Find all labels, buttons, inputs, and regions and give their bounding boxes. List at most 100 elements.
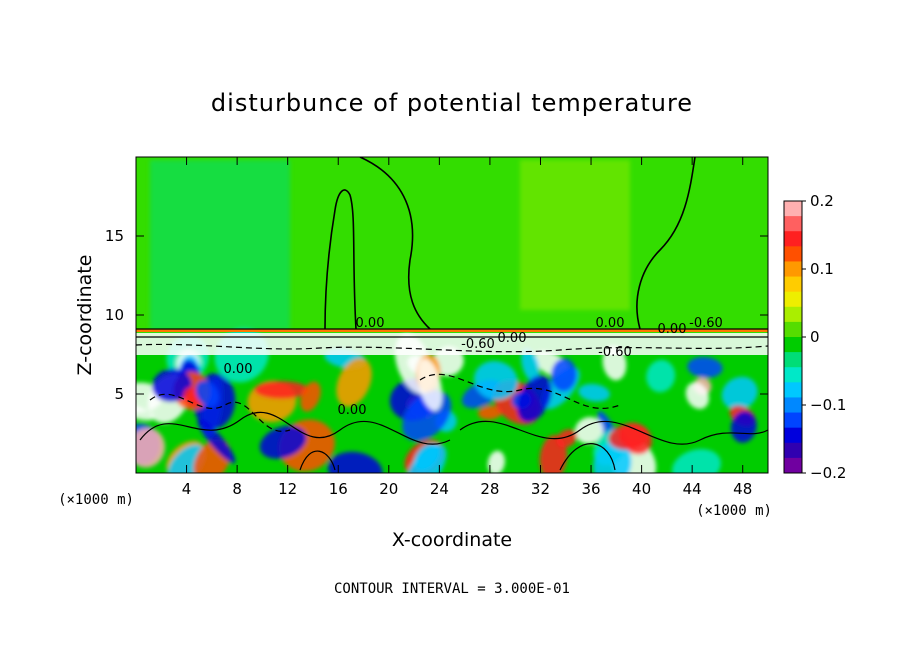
turbulent-blob <box>417 358 443 411</box>
turbulent-blob <box>473 360 518 400</box>
turbulent-blob <box>550 358 577 392</box>
turbulent-blob <box>152 368 192 403</box>
x-tick-label: 24 <box>430 480 449 498</box>
x-tick-label: 4 <box>182 480 192 498</box>
contour-line-solid-7 <box>559 443 616 471</box>
upper-layer-cyan-patch <box>150 160 290 330</box>
contour-line-solid-6 <box>299 450 336 471</box>
contour-line-dashed-1 <box>136 343 768 353</box>
contour-line-solid-5 <box>459 420 768 445</box>
turbulent-blob <box>685 382 709 410</box>
turbulent-blob <box>167 444 206 473</box>
y-tick-label: 5 <box>114 385 124 403</box>
contour-line-dashed-3 <box>419 373 621 410</box>
z-axis-unit-label: (×1000 m) <box>696 503 772 519</box>
contour-line-solid-4 <box>139 411 451 445</box>
upper-layer-yellowgreen-patch <box>520 160 630 310</box>
y-axis: 5 10 15 <box>105 227 768 403</box>
y-tick-label: 15 <box>105 227 124 245</box>
turbulent-blob <box>413 443 441 472</box>
y-axis-title: Z-coordinate <box>74 255 96 376</box>
contour-label: -0.60 <box>598 345 632 360</box>
x-tick-label: 20 <box>379 480 398 498</box>
colorbar-tick-label: −0.2 <box>810 464 846 482</box>
colorbar-segment <box>784 442 802 459</box>
x-axis-title: X-coordinate <box>392 529 512 551</box>
colorbar-segment <box>784 201 802 217</box>
colorbar-segment <box>784 382 802 398</box>
x-axis: 4 8 12 16 20 24 28 32 36 40 44 48 <box>182 157 752 498</box>
contour-line-plume-a <box>324 189 357 330</box>
turbulent-blob <box>593 441 632 473</box>
colorbar-segment <box>784 231 802 247</box>
inversion-band-white <box>136 333 768 355</box>
colorbar-segment <box>784 246 802 262</box>
turbulent-blob <box>254 381 309 399</box>
contour-label-layer: 0.000.000.00-0.60-0.600.00 -0.600.000.00 <box>224 316 723 418</box>
contour-line-plume-c <box>636 157 696 330</box>
colorbar-segment <box>784 337 802 353</box>
contour-line-dashed-2 <box>149 393 291 432</box>
colorbar-segment <box>784 457 802 474</box>
colorbar-segment <box>784 216 802 232</box>
turbulent-blob <box>721 376 758 410</box>
colorbar: 0.2 0.1 0 −0.1 −0.2 <box>783 192 846 482</box>
colorbar-tick-label: 0.1 <box>810 260 834 278</box>
turbulent-blob-layer <box>136 328 758 473</box>
turbulent-blob <box>517 375 552 423</box>
turbulent-blob <box>687 356 723 378</box>
colorbar-tick-label: 0 <box>810 328 820 346</box>
colorbar-segment <box>784 261 802 278</box>
colorbar-segment <box>784 427 802 444</box>
turbulent-blob <box>300 381 321 412</box>
turbulent-blob <box>578 383 610 402</box>
colorbar-tick-label: −0.1 <box>810 396 846 414</box>
colorbar-segment <box>784 367 802 383</box>
turbulent-blob <box>136 427 165 468</box>
contour-label: 0.00 <box>338 403 367 418</box>
x-tick-label: 32 <box>531 480 550 498</box>
plot-field: 0.000.000.00-0.60-0.600.00 -0.600.000.00 <box>136 157 768 473</box>
x-tick-label: 48 <box>733 480 752 498</box>
turbulent-blob <box>195 380 219 407</box>
contour-interval-note: CONTOUR INTERVAL = 3.000E-01 <box>334 581 570 597</box>
colorbar-segment <box>784 306 802 323</box>
x-tick-label: 8 <box>232 480 242 498</box>
x-axis-unit-label: (×1000 m) <box>58 492 134 508</box>
x-tick-label: 44 <box>683 480 702 498</box>
turbulent-blob <box>336 358 372 407</box>
contour-label: -0.60 <box>461 337 495 352</box>
x-tick-label: 12 <box>278 480 297 498</box>
x-tick-label: 40 <box>632 480 651 498</box>
turbulent-blob <box>646 359 676 393</box>
turbulent-blob <box>487 450 505 473</box>
y-tick-label: 10 <box>105 306 124 324</box>
contour-label: 0.00 <box>596 316 625 331</box>
turbulent-blob <box>730 411 757 443</box>
contour-label: 0.00 <box>658 322 687 337</box>
contour-line-layer <box>136 157 768 471</box>
chart-title: disturbunce of potential temperature <box>211 89 693 117</box>
turbulent-blob <box>574 417 604 444</box>
turbulent-blob <box>672 448 721 473</box>
colorbar-tick-label: 0.2 <box>810 192 834 210</box>
inversion-line-orange <box>136 329 768 332</box>
contour-label: 0.00 <box>356 316 385 331</box>
contour-line-plume-b <box>359 157 431 330</box>
turbulent-blob <box>259 425 307 459</box>
turbulent-blob <box>327 451 383 473</box>
colorbar-segment <box>784 397 802 414</box>
colorbar-segment <box>784 352 802 368</box>
turbulent-blob <box>556 429 578 448</box>
x-tick-label: 36 <box>581 480 600 498</box>
colorbar-segment <box>784 276 802 293</box>
colorbar-segment <box>784 321 802 338</box>
contour-label: -0.60 <box>689 316 723 331</box>
colorbar-segment <box>784 412 802 429</box>
turbulent-blob <box>521 348 540 383</box>
contour-label: 0.00 <box>498 331 527 346</box>
x-tick-label: 16 <box>329 480 348 498</box>
turbulent-blob <box>608 423 650 450</box>
turbulent-blob <box>477 405 503 420</box>
